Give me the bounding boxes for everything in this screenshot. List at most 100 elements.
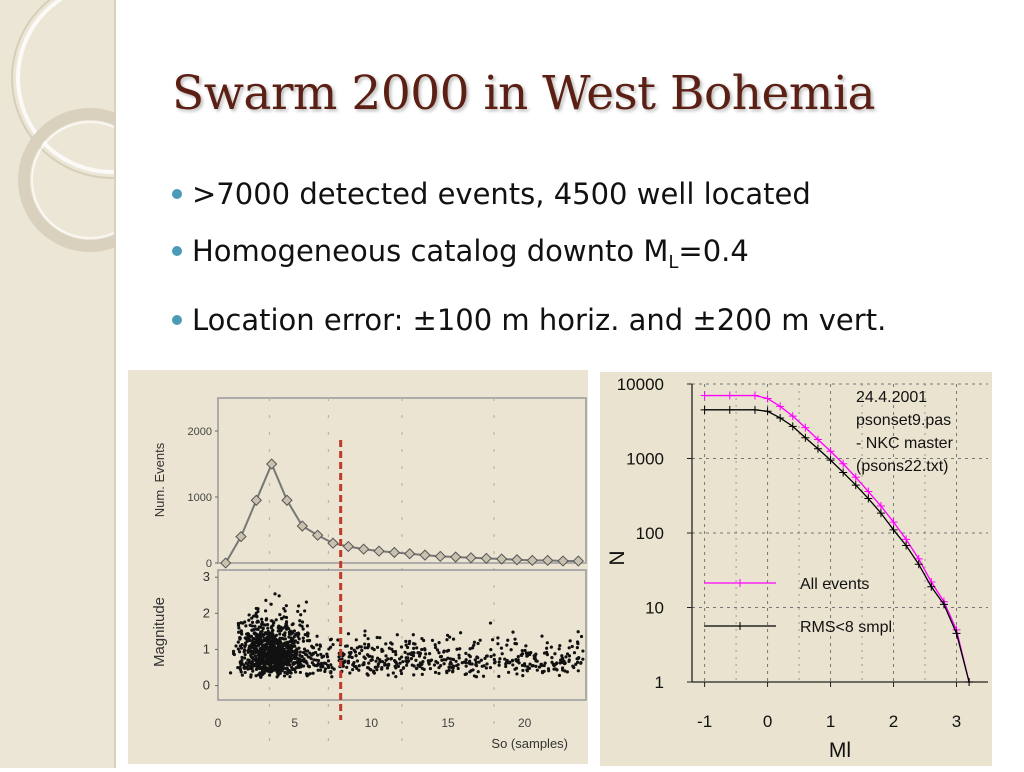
magnitude-point <box>263 639 267 643</box>
magnitude-point <box>567 646 571 650</box>
magnitude-point <box>288 675 292 679</box>
magnitude-point <box>367 644 371 648</box>
magnitude-point <box>277 594 281 598</box>
events-point <box>572 555 584 567</box>
magnitude-point <box>263 623 267 627</box>
magnitude-point <box>266 622 270 627</box>
magnitude-point <box>421 659 425 664</box>
magnitude-point <box>381 649 385 653</box>
magnitude-point <box>564 655 568 659</box>
magnitude-point <box>317 662 322 666</box>
magnitude-point <box>383 661 387 666</box>
magnitude-point <box>308 651 312 655</box>
magnitude-point <box>510 658 515 662</box>
magnitude-point <box>270 629 274 634</box>
magnitude-point <box>393 660 398 664</box>
magnitude-point <box>560 656 564 660</box>
magnitude-point <box>552 664 556 668</box>
magnitude-point <box>239 663 243 667</box>
magnitude-point <box>284 615 289 620</box>
magnitude-point <box>363 629 367 633</box>
events-point <box>434 550 446 563</box>
magnitude-point <box>325 655 330 659</box>
magnitude-point <box>393 650 398 654</box>
swarm-chart: 2000 1000 0 Num. Events 3 2 1 0 Magnitude 0 5 10 15 2… <box>128 370 588 764</box>
series-point <box>813 444 822 453</box>
magnitude-point <box>306 649 310 653</box>
magnitude-point <box>259 650 263 654</box>
series-point <box>876 509 885 518</box>
magnitude-point <box>257 658 262 662</box>
magnitude-point <box>521 668 525 673</box>
magnitude-point <box>260 617 264 621</box>
magnitude-point <box>330 675 334 679</box>
magnitude-point <box>545 641 549 645</box>
bullet-dot-icon <box>172 246 182 256</box>
magnitude-point <box>282 637 286 641</box>
magnitude-point <box>399 645 404 649</box>
events-point <box>312 529 324 541</box>
magnitude-point <box>296 641 300 645</box>
magnitude-point <box>579 634 584 639</box>
magnitude-point <box>296 609 300 614</box>
x-tick-label: -1 <box>697 712 712 731</box>
magnitude-point <box>352 648 356 652</box>
magnitude-point <box>318 668 323 672</box>
magnitude-point <box>488 666 493 670</box>
magnitude-point <box>437 651 441 655</box>
events-point <box>419 549 431 561</box>
magnitude-point <box>323 669 327 674</box>
magnitude-point <box>420 637 424 641</box>
magnitude-point <box>298 657 302 661</box>
magnitude-point <box>420 672 424 676</box>
magnitude-point <box>401 666 405 670</box>
series-point <box>788 412 797 421</box>
events-point <box>526 554 538 567</box>
magnitude-point <box>289 655 293 659</box>
magnitude-point <box>470 646 475 650</box>
magnitude-point <box>245 632 249 636</box>
magnitude-point <box>304 672 309 676</box>
series-point <box>864 487 873 496</box>
magnitude-point <box>386 673 390 677</box>
x-axis-label: Ml <box>829 739 851 762</box>
magnitude-point <box>504 662 508 666</box>
magnitude-point <box>488 621 493 625</box>
y-tick-label: 1000 <box>626 450 664 469</box>
magnitude-point <box>247 661 251 665</box>
magnitude-point <box>283 655 287 659</box>
magnitude-point <box>259 655 264 659</box>
series-point <box>788 422 797 431</box>
magnitude-point <box>313 650 318 655</box>
magnitude-point <box>398 661 402 665</box>
magnitude-point <box>489 654 493 659</box>
magnitude-point <box>552 667 556 671</box>
magnitude-point <box>283 659 287 663</box>
magnitude-point <box>252 614 256 618</box>
magnitude-point <box>436 661 440 665</box>
magnitude-point <box>550 656 554 660</box>
series-point <box>801 423 810 432</box>
magnitude-point <box>238 650 242 654</box>
magnitude-point <box>271 623 275 627</box>
magnitude-point <box>565 670 569 674</box>
magnitude-point <box>455 647 459 651</box>
magnitude-point <box>263 668 267 673</box>
magnitude-point <box>545 652 549 657</box>
magnitude-point <box>363 646 367 650</box>
magnitude-point <box>311 671 315 675</box>
series-point <box>725 405 734 414</box>
magnitude-point <box>240 673 244 677</box>
magnitude-point <box>572 665 576 670</box>
y-tick-label: 1 <box>655 673 664 692</box>
decorative-side-band <box>0 0 213 768</box>
magnitude-point <box>311 652 315 656</box>
magnitude-point <box>393 664 397 668</box>
magnitude-point <box>323 667 328 671</box>
series-point <box>750 391 759 400</box>
magnitude-point <box>526 652 530 656</box>
magnitude-point <box>296 634 300 639</box>
magnitude-point <box>405 663 409 667</box>
magnitude-point <box>410 663 414 667</box>
magnitude-point <box>279 640 283 644</box>
